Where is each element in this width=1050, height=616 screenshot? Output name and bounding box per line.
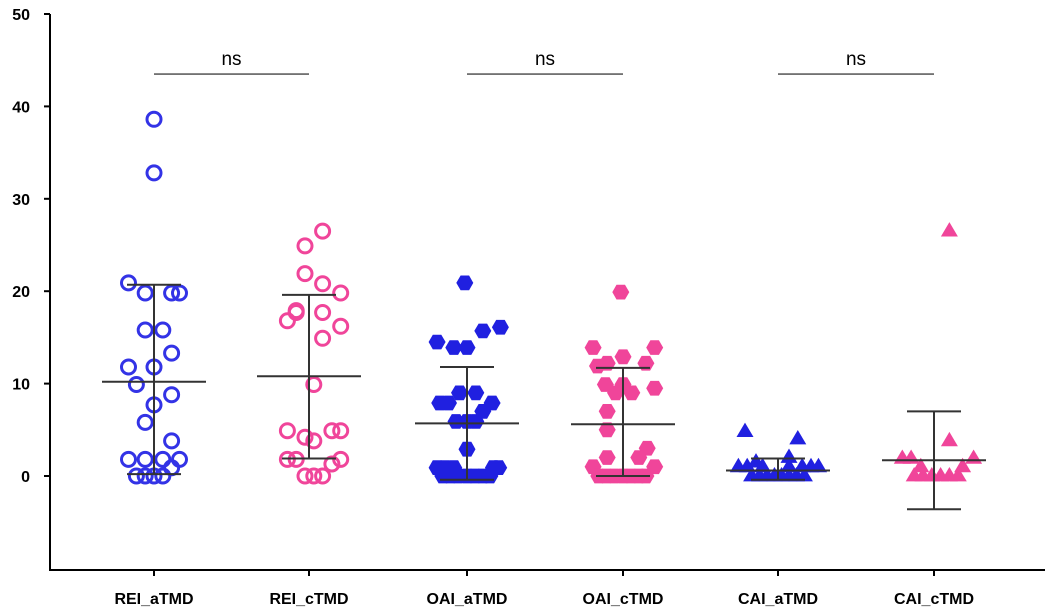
data-point (314, 467, 332, 485)
data-point (940, 222, 958, 237)
data-point (445, 340, 463, 355)
y-tick-label: 40 (12, 99, 30, 116)
data-point (584, 340, 602, 355)
data-point (305, 432, 323, 450)
data-point (127, 467, 145, 485)
data-point (136, 321, 154, 339)
data-point (305, 467, 323, 485)
data-point (614, 349, 632, 365)
data-point (491, 319, 509, 335)
data-point (163, 344, 181, 362)
data-point (623, 385, 641, 401)
data-point (598, 450, 616, 465)
data-point (940, 431, 958, 447)
data-point (458, 340, 476, 355)
data-point (456, 275, 474, 291)
axes: 0 10 20 30 40 50 REI_aTMD REI_cTMD OAI_aTMD OAI_c… (12, 7, 1045, 608)
data-point (163, 459, 181, 477)
data-point (332, 284, 350, 302)
data-point (171, 450, 188, 468)
data-point (323, 422, 341, 440)
x-tick-label: CAI_aTMD (738, 591, 818, 608)
data-point (736, 422, 754, 437)
mean-sd-bars (102, 283, 986, 511)
data-point (949, 467, 967, 482)
data-point (332, 317, 350, 335)
data-point (163, 386, 181, 404)
data-point (440, 395, 457, 411)
data-point (127, 376, 145, 393)
significance-label: ns (221, 49, 241, 70)
data-point (154, 321, 172, 339)
data-point (447, 414, 465, 429)
data-point (589, 358, 606, 374)
data-point (630, 450, 648, 465)
data-point (789, 430, 807, 445)
data-point (305, 376, 323, 393)
data-point (809, 457, 827, 473)
data-point (163, 432, 181, 450)
data-point (314, 329, 332, 347)
data-point (163, 284, 181, 302)
data-point (598, 404, 616, 419)
data-point (278, 422, 296, 440)
data-points (120, 110, 983, 485)
data-point (136, 467, 154, 485)
y-tick-label: 50 (12, 7, 30, 24)
data-point (780, 457, 798, 473)
y-tick-label: 20 (12, 284, 30, 301)
data-point (467, 414, 485, 429)
data-point (136, 413, 154, 431)
data-point (912, 457, 930, 473)
y-tick-label: 0 (21, 469, 30, 486)
data-point (451, 385, 468, 401)
x-tick-label: REI_aTMD (114, 591, 193, 608)
data-point (332, 422, 350, 440)
x-tick-label: REI_cTMD (269, 591, 348, 608)
data-point (646, 380, 664, 396)
data-point (314, 222, 332, 240)
data-point (171, 284, 188, 302)
data-point (646, 340, 664, 355)
data-point (154, 450, 172, 468)
data-point (296, 467, 314, 485)
significance-label: ns (535, 49, 555, 70)
data-point (278, 312, 296, 330)
data-point (607, 385, 624, 401)
significance-brackets: ns ns ns (154, 49, 934, 75)
x-tick-label: OAI_cTMD (583, 591, 664, 608)
data-point (136, 450, 154, 468)
x-tick-label: CAI_cTMD (894, 591, 974, 608)
data-point (145, 110, 163, 128)
data-point (428, 334, 446, 350)
significance-label: ns (846, 49, 866, 70)
data-point (296, 265, 314, 283)
data-point (136, 284, 154, 302)
data-point (596, 377, 614, 392)
data-point (483, 395, 501, 411)
data-point (145, 164, 163, 182)
data-point (467, 385, 485, 401)
data-point (120, 274, 137, 292)
data-point (296, 237, 314, 255)
x-tick-label: OAI_aTMD (427, 591, 508, 608)
data-point (612, 284, 630, 300)
data-point (314, 275, 332, 293)
data-point (323, 455, 341, 473)
data-point (474, 323, 492, 339)
y-tick-label: 10 (12, 377, 30, 394)
data-point (314, 304, 332, 321)
data-point (154, 467, 172, 485)
y-tick-label: 30 (12, 192, 30, 209)
data-point (296, 428, 314, 446)
data-point (965, 449, 983, 464)
data-point (598, 422, 616, 438)
data-point (795, 467, 813, 482)
data-point (120, 358, 137, 376)
data-point (120, 450, 137, 468)
